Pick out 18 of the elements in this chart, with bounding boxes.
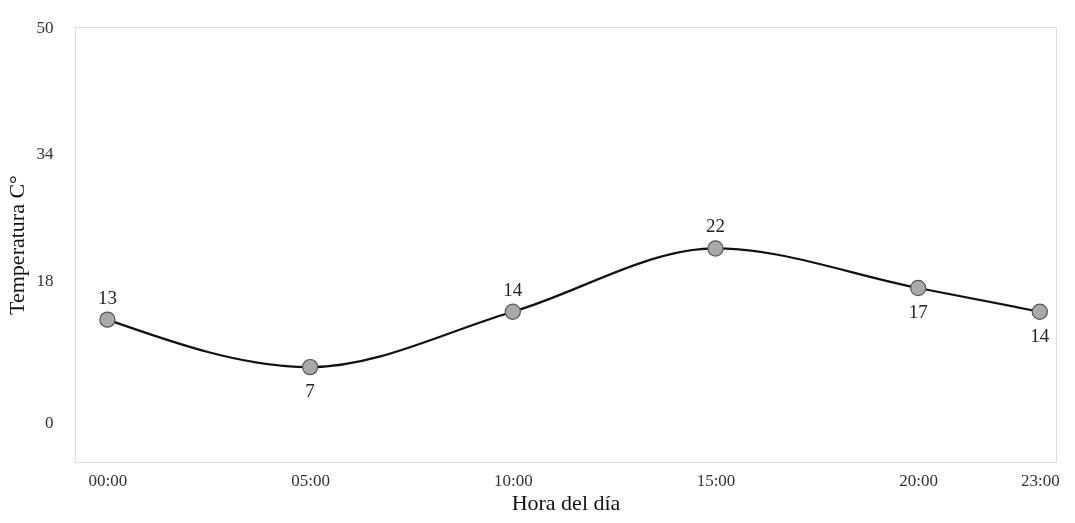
y-axis-title: Temperatura C°	[3, 175, 29, 315]
data-label: 14	[503, 278, 523, 300]
x-tick-label: 05:00	[291, 470, 330, 490]
data-label: 17	[908, 301, 928, 322]
x-tick-label: 23:00	[1020, 470, 1060, 490]
x-tick-label: 10:00	[493, 470, 533, 490]
x-tick-label: 00:00	[88, 470, 128, 490]
x-axis-title: Hora del día	[511, 489, 621, 515]
data-label: 14	[1030, 324, 1050, 346]
data-label: 13	[97, 286, 117, 308]
data-label: 22	[705, 215, 725, 237]
y-tick-label: 34	[36, 144, 54, 164]
y-tick-label: 50	[36, 17, 54, 37]
x-tick-label: 20:00	[899, 470, 939, 490]
y-tick-label: 0	[45, 412, 54, 432]
data-label: 7	[305, 380, 315, 402]
y-tick-label: 18	[36, 270, 54, 290]
x-tick-label: 15:00	[696, 470, 736, 490]
